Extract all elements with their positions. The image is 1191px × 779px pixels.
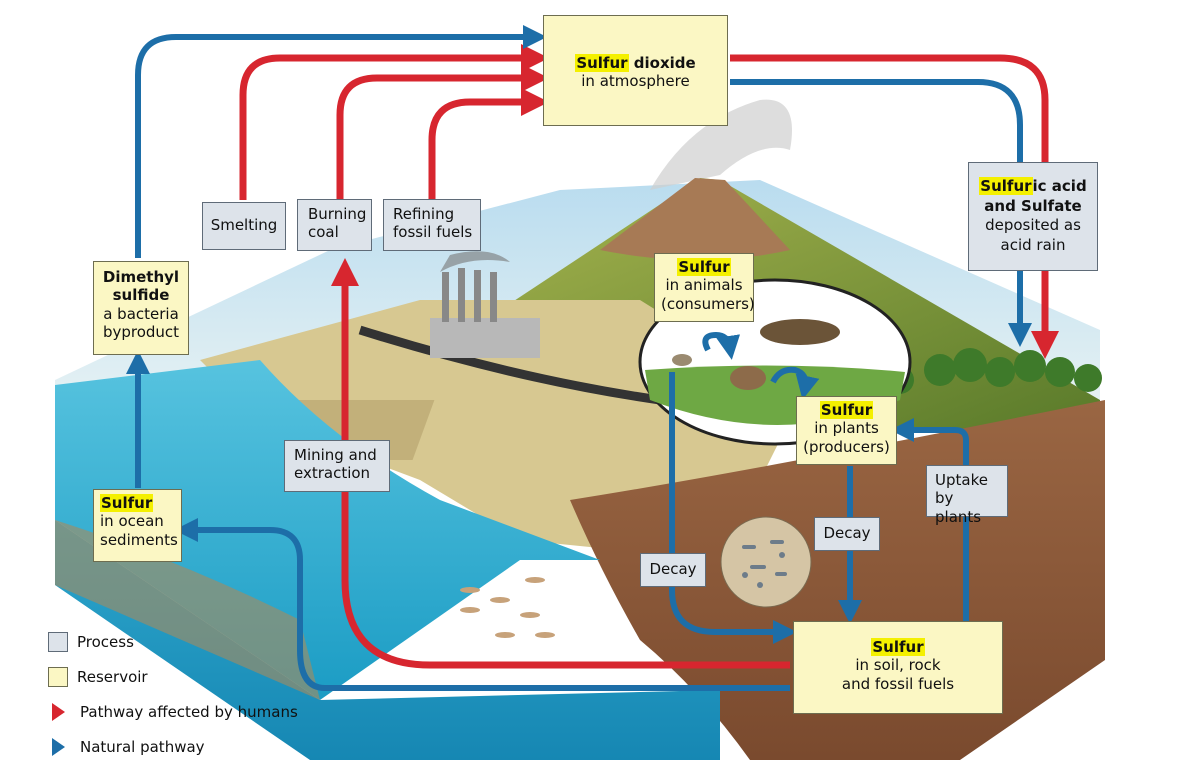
human-pathways [239,44,1059,669]
sulfur-highlight: Sulfur [979,177,1033,195]
legend-human-pathway: Pathway affected by humans [48,694,298,729]
rabbit [730,366,766,390]
red-arrow-icon [52,702,65,721]
so2-to-acid-rain-red [730,54,1059,359]
blue-arrow-icon [52,737,65,756]
uptake-by-plants-box: Uptake by plants [926,465,1008,526]
ocean-front [55,520,720,760]
smelting-box: Smelting [202,202,286,250]
fox [760,319,840,345]
road [358,325,661,405]
so2-to-acid-rain-blue [730,79,1032,347]
legend-reservoir: Reservoir [48,659,298,694]
cycle-arrow-left [702,332,741,360]
volcano-smoke [650,99,792,190]
factory [430,251,540,358]
refining-fossil-fuels-box: Refining fossil fuels [383,199,481,251]
sulfur-dioxide-sub: in atmosphere [581,72,690,91]
sulfur-highlight: Sulfur [575,54,629,72]
seafloor [55,520,320,700]
sulfur-dioxide-box: Sulfur dioxide in atmosphere [543,15,728,126]
smelting-to-so2 [239,44,549,200]
animals-to-decay [669,372,797,644]
reservoir-swatch [48,666,68,687]
legend-natural-pathway: Natural pathway [48,729,298,764]
process-swatch [48,631,68,652]
natural-pathways [126,25,1032,691]
soil-to-coal [331,258,790,669]
coal-to-so2 [336,64,549,200]
dms-to-so2 [135,25,547,258]
decay-animals-box: Decay [640,553,706,587]
sulfur-in-plants-box: Sulfur in plants (producers) [796,396,897,465]
legend: Process Reservoir Pathway affected by hu… [48,624,298,764]
volcano [600,178,790,260]
ocean-surface [55,360,600,700]
bacteria [742,540,787,588]
cycle-arrow-right [770,366,820,400]
legend-process: Process [48,624,298,659]
burning-coal-box: Burning coal [297,199,372,251]
mouse [672,354,692,366]
dimethyl-sulfide-box: Dimethyl sulfide a bacteria byproduct [93,261,189,355]
refining-to-so2 [428,88,549,200]
bacteria-microscope-view [720,516,812,608]
sulfur-in-ocean-sediments-box: Sulfur in ocean sediments [93,489,182,562]
sulfur-in-animals-box: Sulfur in animals (consumers) [654,253,755,322]
sulfur-in-soil-box: Sulfur in soil, rock and fossil fuels [793,621,1003,714]
soil-uptake-to-plants [890,418,969,622]
soil-to-sediments [174,518,790,691]
mining-extraction-box: Mining and extraction [284,440,390,492]
fish [460,577,555,638]
decay-plants-box: Decay [814,517,880,551]
sulfuric-acid-box: Sulfuric acid and Sulfate deposited as a… [968,162,1098,271]
